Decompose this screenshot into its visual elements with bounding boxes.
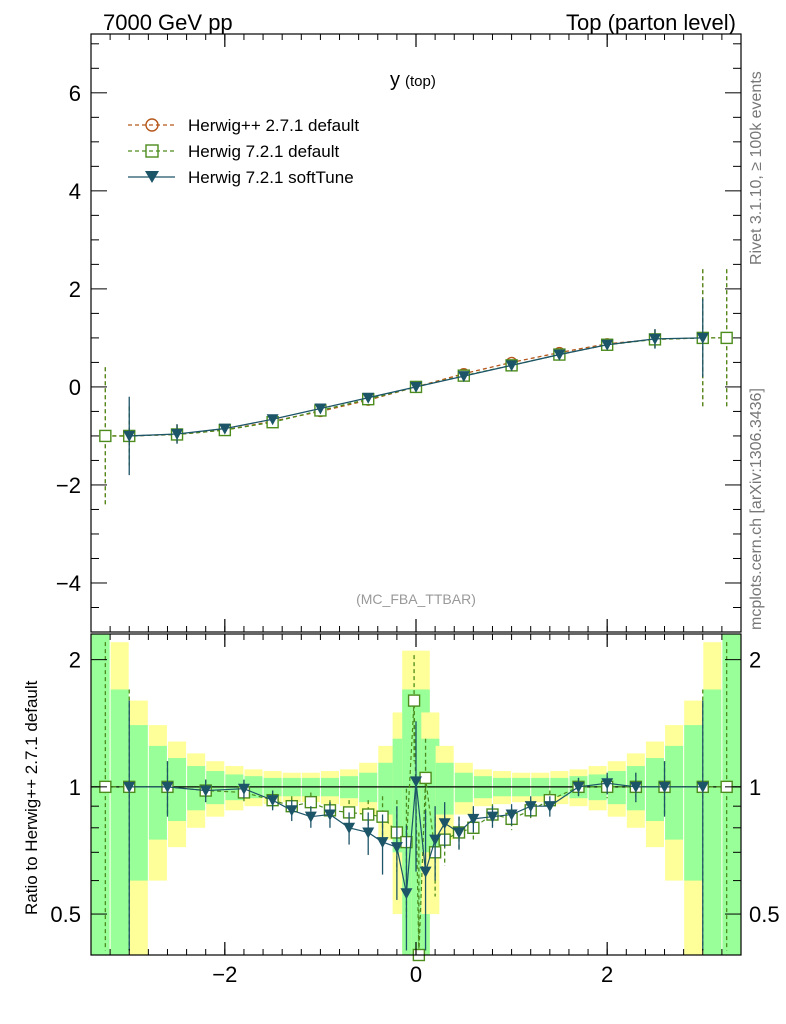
main-point	[553, 349, 566, 361]
ratio-point	[343, 822, 356, 834]
header-left-label: 7000 GeV pp	[103, 10, 233, 35]
ratio-band-green	[187, 766, 206, 811]
ratio-point	[629, 781, 642, 793]
axes-group: −2 0 2 −4 −2 0 2 4 6 0.5 0.5 1 1 2 2	[50, 33, 780, 987]
ratio-band-green	[703, 689, 722, 955]
main-y-tick-label: −4	[56, 571, 81, 596]
ratio-point	[429, 834, 442, 846]
ratio-point	[123, 781, 136, 793]
ratio-band-green	[645, 758, 664, 822]
main-y-tick-label: 4	[69, 179, 81, 204]
legend: Herwig++ 2.7.1 default Herwig 7.2.1 defa…	[128, 116, 359, 187]
rivet-version-label: Rivet 3.1.10, ≥ 100k events	[748, 71, 765, 265]
ratio-band-green	[91, 634, 110, 955]
ratio-point	[410, 776, 422, 788]
ratio-band-green	[129, 725, 148, 881]
main-point	[720, 331, 733, 345]
x-tick-label: −2	[212, 962, 237, 987]
ratio-y-tick-label-left: 2	[69, 648, 81, 673]
x-tick-label: 0	[410, 962, 422, 987]
ratio-point	[376, 837, 389, 849]
ratio-band-green	[684, 725, 703, 881]
ratio-band-green	[148, 745, 167, 840]
analysis-tag: (MC_FBA_TTBAR)	[356, 591, 476, 607]
ratio-point	[505, 809, 518, 821]
main-point	[99, 429, 112, 443]
main-y-tick-label: 0	[69, 375, 81, 400]
ratio-y-tick-label-left: 1	[69, 775, 81, 800]
ratio-point	[285, 805, 298, 817]
legend-square-icon	[145, 144, 159, 158]
ratio-point	[323, 809, 336, 821]
ratio-point	[161, 781, 174, 793]
ratio-point	[453, 827, 466, 839]
ratio-point	[524, 801, 537, 813]
main-point	[362, 392, 375, 404]
ratio-point	[543, 801, 556, 813]
ratio-point	[304, 811, 317, 823]
ratio-point	[572, 781, 585, 793]
main-y-tick-label: 6	[69, 81, 81, 106]
legend-entry-softtune: Herwig 7.2.1 softTune	[128, 168, 354, 187]
ratio-point	[419, 771, 432, 785]
main-point	[123, 430, 136, 442]
legend-triangle-icon	[145, 171, 159, 183]
ratio-series-group	[99, 642, 733, 962]
legend-entry-herwigpp: Herwig++ 2.7.1 default	[128, 116, 359, 135]
main-series-group	[99, 269, 733, 505]
x-tick-label: 2	[601, 962, 613, 987]
header-right-label: Top (parton level)	[566, 10, 736, 35]
main-point	[648, 333, 661, 345]
legend-entry-herwig721: Herwig 7.2.1 default	[128, 142, 339, 161]
ratio-band-green	[435, 762, 454, 815]
legend-label-herwig721: Herwig 7.2.1 default	[188, 142, 339, 161]
main-point	[171, 428, 184, 440]
ratio-y-tick-label-left: 0.5	[50, 902, 81, 927]
ratio-point	[400, 888, 413, 900]
ratio-band-green	[722, 634, 741, 955]
legend-circle-icon	[145, 118, 159, 132]
main-point	[601, 339, 614, 351]
main-point	[505, 360, 518, 372]
ratio-point	[390, 842, 403, 854]
ratio-series-line-1	[129, 781, 703, 894]
main-y-tick-label: −2	[56, 473, 81, 498]
legend-label-herwigpp: Herwig++ 2.7.1 default	[188, 116, 359, 135]
main-point	[314, 403, 327, 415]
ratio-point	[304, 795, 318, 809]
ratio-point	[601, 778, 614, 790]
ratio-point	[419, 866, 432, 878]
main-point	[218, 423, 231, 435]
ratio-point	[362, 827, 375, 839]
ratio-point	[467, 813, 480, 825]
main-y-tick-label: 2	[69, 277, 81, 302]
ratio-band-green	[378, 762, 397, 815]
main-title-sub: (top)	[405, 73, 436, 90]
legend-label-softtune: Herwig 7.2.1 softTune	[188, 168, 354, 187]
ratio-point	[486, 811, 499, 823]
mcplots-label: mcplots.cern.ch [arXiv:1306.3436]	[748, 388, 765, 630]
ratio-point	[199, 785, 212, 797]
ratio-point	[266, 795, 279, 807]
main-point	[266, 414, 279, 426]
ratio-y-axis-label: Ratio to Herwig++ 2.7.1 default	[22, 680, 41, 915]
ratio-point	[237, 783, 250, 795]
ratio-band-green	[665, 745, 684, 840]
ratio-point	[658, 781, 671, 793]
main-point	[696, 332, 709, 344]
ratio-y-tick-label-right: 2	[749, 648, 761, 673]
ratio-point	[696, 781, 709, 793]
ratio-point	[407, 694, 421, 707]
ratio-y-tick-label-right: 1	[749, 775, 761, 800]
main-point	[457, 371, 470, 383]
ratio-y-tick-label-right: 0.5	[749, 902, 780, 927]
main-title: y	[390, 69, 400, 91]
ratio-band-green	[168, 758, 187, 822]
main-point	[410, 381, 422, 393]
ratio-point	[438, 818, 451, 830]
ratio-band-green	[110, 689, 129, 955]
